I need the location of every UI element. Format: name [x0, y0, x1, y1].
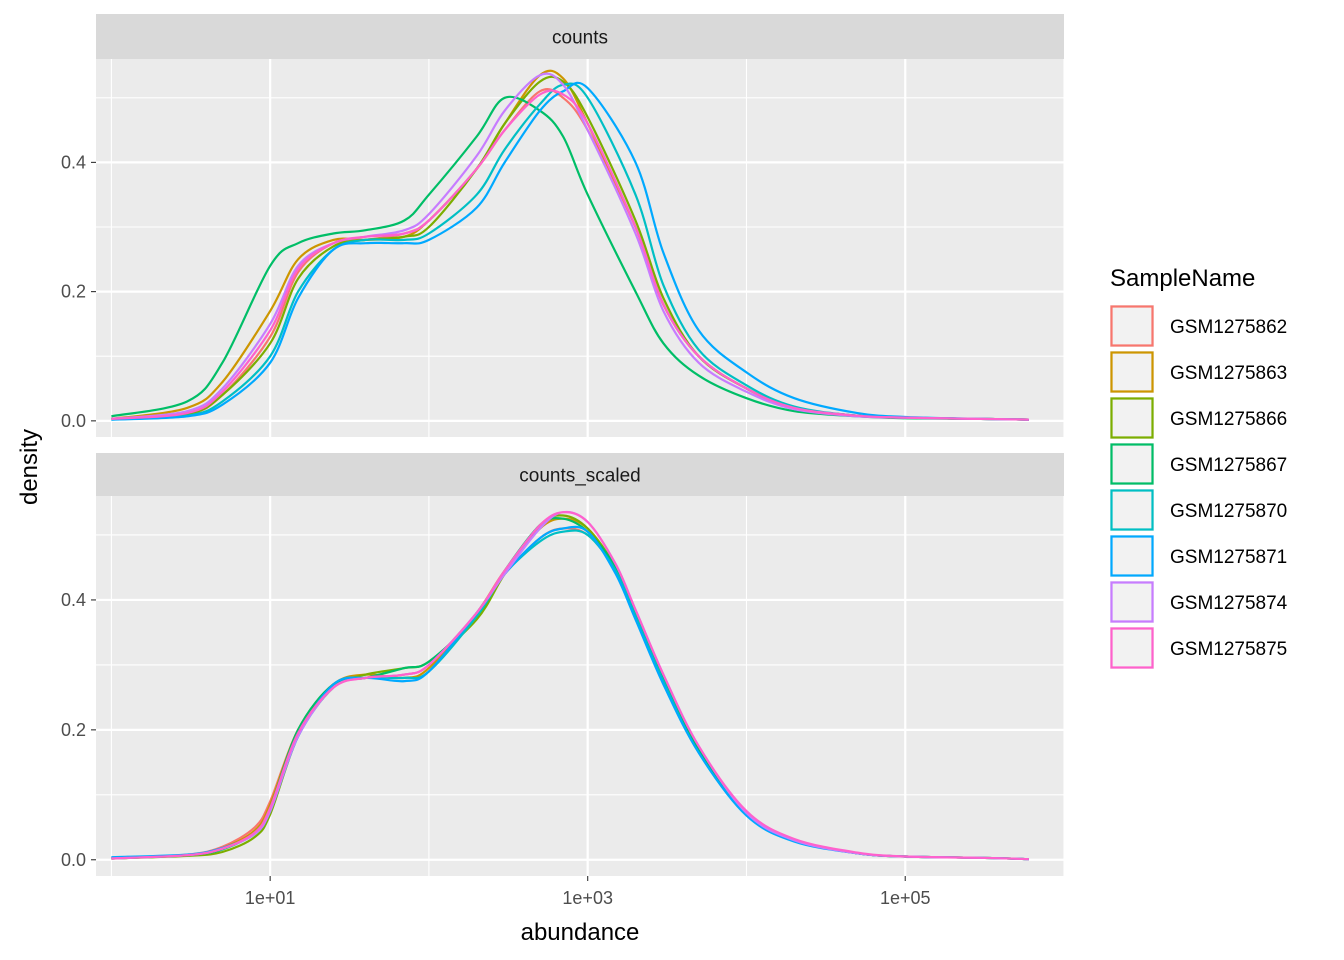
- series-line-gsm1275875: [111, 89, 1029, 421]
- legend-item: GSM1275870: [1110, 489, 1287, 531]
- legend-key: [1110, 351, 1154, 393]
- series-line-gsm1275871: [111, 81, 1029, 421]
- legend-label: GSM1275863: [1170, 363, 1287, 384]
- y-tick-label: 0.2: [61, 720, 86, 740]
- y-tick-label: 0.2: [61, 282, 86, 302]
- legend-key: [1110, 397, 1154, 439]
- legend-title: SampleName: [1110, 265, 1255, 292]
- facet-strip-label: counts: [552, 28, 608, 49]
- legend-item: GSM1275874: [1110, 581, 1288, 623]
- legend-key: [1110, 535, 1154, 577]
- legend-key-background: [1110, 305, 1154, 347]
- x-axis-title: abundance: [521, 919, 640, 946]
- legend-label: GSM1275866: [1170, 409, 1287, 430]
- x-tick-label: 1e+01: [245, 888, 296, 908]
- legend-key: [1110, 581, 1154, 623]
- legend-label: GSM1275875: [1170, 639, 1287, 660]
- legend-key: [1110, 443, 1154, 485]
- legend-label: GSM1275874: [1170, 593, 1288, 614]
- legend-label: GSM1275867: [1170, 455, 1287, 476]
- series-line-gsm1275874: [111, 510, 1029, 861]
- panel-counts: counts 0.0 0.2 0.4: [61, 14, 1065, 437]
- legend-key-background: [1110, 581, 1154, 623]
- series-group: [111, 69, 1029, 421]
- legend-item: GSM1275867: [1110, 443, 1287, 485]
- y-tick-label: 0.4: [61, 590, 86, 610]
- panel-counts-scaled: counts_scaled 0.0 0.2 0.4: [61, 453, 1065, 876]
- legend-item: GSM1275863: [1110, 351, 1287, 393]
- legend-item: GSM1275875: [1110, 627, 1287, 669]
- y-tick-label: 0.0: [61, 850, 86, 870]
- legend-key: [1110, 627, 1154, 669]
- facet-strip: [96, 14, 1064, 59]
- legend-key-background: [1110, 535, 1154, 577]
- y-tick-label: 0.0: [61, 411, 86, 431]
- legend-key: [1110, 489, 1154, 531]
- legend-key-background: [1110, 489, 1154, 531]
- series-group: [111, 510, 1029, 861]
- series-line-gsm1275875: [111, 511, 1029, 861]
- legend-key-background: [1110, 443, 1154, 485]
- panels-layer: counts 0.0 0.2 0.4 counts_scaled 0.0 0.2 0.4: [61, 14, 1065, 876]
- legend-key-background: [1110, 351, 1154, 393]
- legend-key-background: [1110, 397, 1154, 439]
- y-axis-title: density: [16, 429, 43, 505]
- legend-key: [1110, 305, 1154, 347]
- axes-layer: 1e+01 1e+03 1e+05 abundance density: [16, 429, 931, 946]
- plot-background: [96, 59, 1064, 437]
- legend: SampleName GSM1275862 GSM1275863 GSM1275866…: [1110, 265, 1288, 669]
- x-tick-label: 1e+03: [562, 888, 613, 908]
- plot-background: [96, 496, 1064, 876]
- legend-item: GSM1275862: [1110, 305, 1287, 347]
- x-tick-label: 1e+05: [880, 888, 931, 908]
- legend-item: GSM1275866: [1110, 397, 1287, 439]
- legend-key-background: [1110, 627, 1154, 669]
- legend-label: GSM1275871: [1170, 547, 1287, 568]
- facet-strip: [96, 453, 1064, 496]
- series-line-gsm1275874: [111, 72, 1029, 421]
- legend-label: GSM1275862: [1170, 317, 1287, 338]
- legend-item: GSM1275871: [1110, 535, 1287, 577]
- legend-label: GSM1275870: [1170, 501, 1287, 522]
- facet-strip-label: counts_scaled: [519, 466, 640, 487]
- y-tick-label: 0.4: [61, 152, 86, 172]
